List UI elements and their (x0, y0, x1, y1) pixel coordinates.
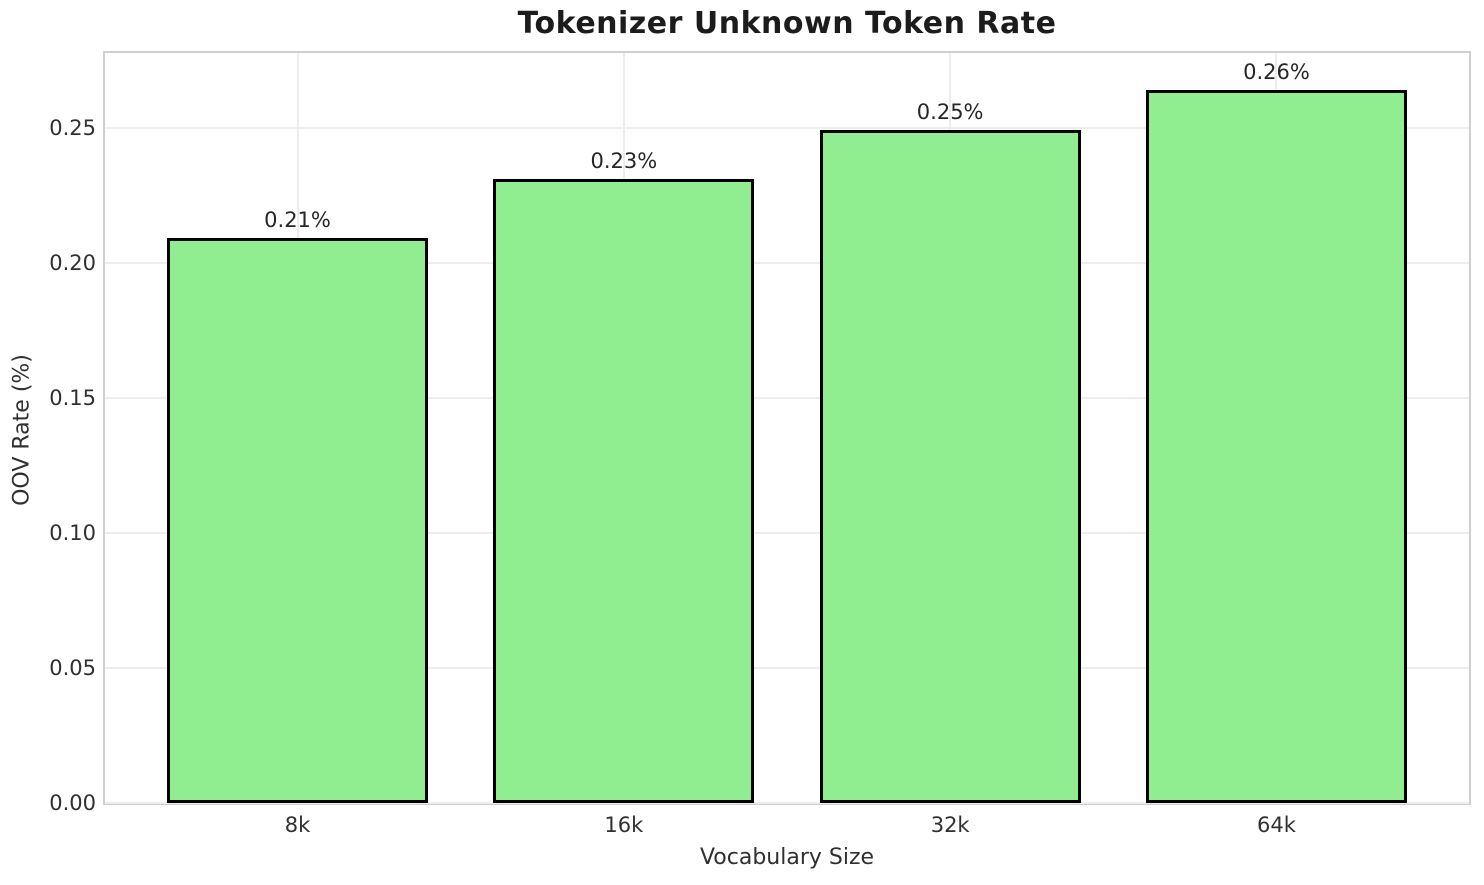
bar-32k (819, 130, 1081, 803)
bar-value-label: 0.26% (1243, 59, 1310, 84)
bar-value-label: 0.21% (264, 208, 331, 233)
x-tick-label: 8k (284, 813, 311, 837)
x-tick-label: 64k (1257, 813, 1296, 837)
horizontal-gridline (105, 802, 1469, 804)
chart-title: Tokenizer Unknown Token Rate (517, 6, 1057, 41)
y-tick-label: 0.25 (49, 115, 96, 140)
horizontal-gridline (105, 396, 1469, 399)
horizontal-gridline (105, 666, 1469, 669)
y-tick-label: 0.00 (49, 791, 96, 815)
horizontal-gridline (105, 261, 1469, 264)
horizontal-gridline (105, 126, 1469, 129)
x-tick-label: 16k (604, 813, 644, 837)
x-tick-label: 32k (930, 813, 970, 837)
y-tick-label: 0.15 (49, 385, 96, 410)
y-tick-label: 0.10 (49, 520, 96, 545)
y-tick-label: 0.05 (49, 655, 96, 680)
bar-64k (1145, 89, 1407, 803)
y-tick-label: 0.20 (49, 250, 96, 275)
horizontal-gridline (105, 531, 1469, 534)
y-axis-label: OOV Rate (%) (9, 354, 35, 506)
bar-value-label: 0.23% (590, 148, 658, 173)
x-axis-label: Vocabulary Size (699, 845, 875, 870)
bar-16k (493, 178, 755, 803)
bar-value-label: 0.25% (916, 100, 984, 125)
bar-8k (167, 238, 429, 803)
plot-area: 0.21% 0.23% 0.25% 0.26% (103, 51, 1471, 805)
